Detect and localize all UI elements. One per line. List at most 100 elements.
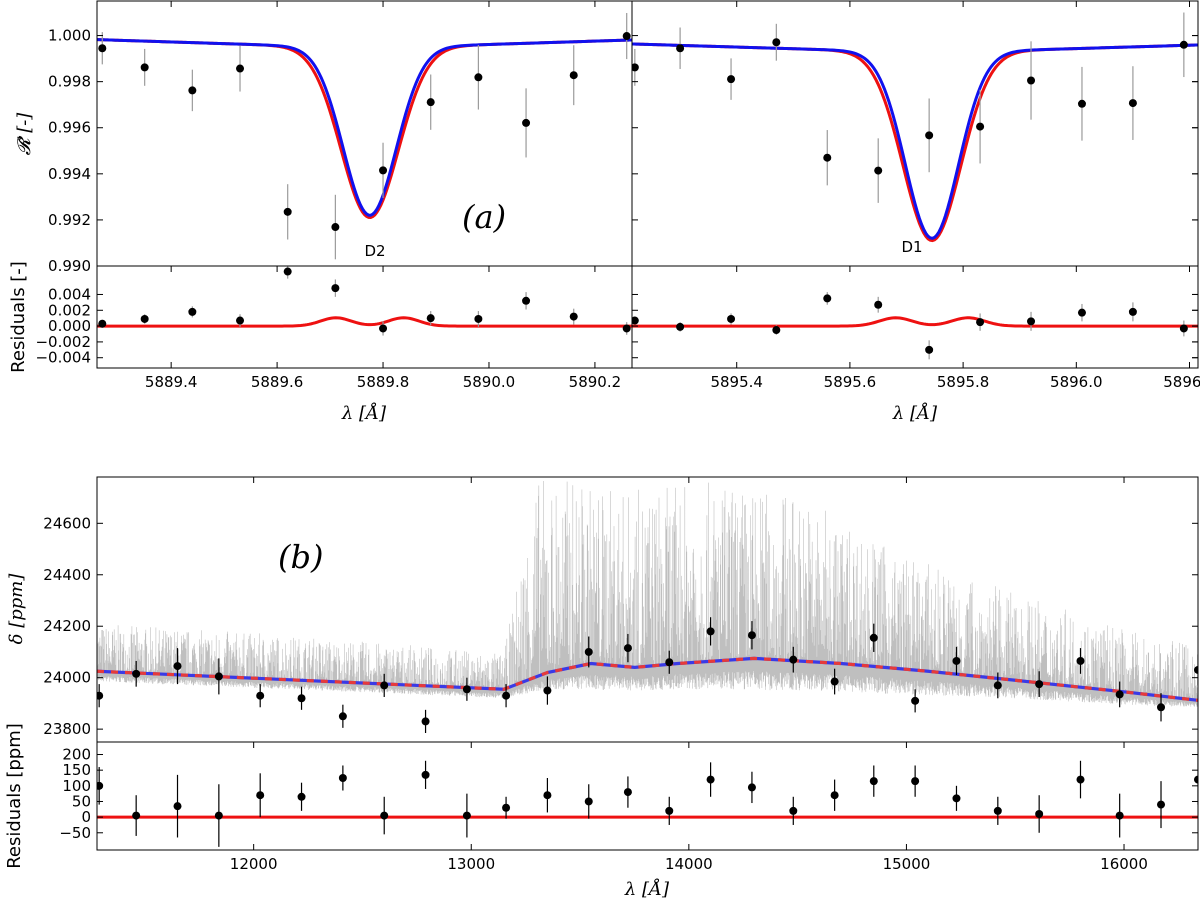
residual-point xyxy=(1035,810,1044,818)
res-y-tick-label: 50 xyxy=(72,792,91,810)
panel-a-right-xlabel: λ [Å] xyxy=(892,402,938,424)
transit-depth-point xyxy=(1115,690,1124,699)
transit-depth-point xyxy=(706,627,715,636)
transit-depth-point xyxy=(173,662,182,671)
model-blue-curve xyxy=(632,42,1198,240)
transmission-point xyxy=(140,63,149,72)
transit-depth-point xyxy=(1076,656,1085,665)
panel-a-right-frame xyxy=(631,0,1199,369)
residual-point xyxy=(214,811,223,820)
residual-point xyxy=(1179,324,1188,333)
transit-depth-point xyxy=(911,696,920,705)
residual-point xyxy=(338,774,347,782)
residual-point xyxy=(426,314,435,323)
transit-depth-point xyxy=(789,655,798,664)
transit-depth-point xyxy=(421,717,430,726)
transit-depth-point xyxy=(665,658,674,667)
x-tick-label: 12000 xyxy=(230,855,278,873)
transmission-point xyxy=(622,32,631,41)
transmission-point xyxy=(874,166,883,175)
panel-a-left-frame xyxy=(96,0,633,369)
transmission-point xyxy=(676,44,685,53)
residual-point xyxy=(522,296,531,305)
res-y-tick-label: −50 xyxy=(59,824,91,842)
panel-a-res-ylabel: Residuals [-] xyxy=(8,261,29,373)
residual-point xyxy=(173,802,182,811)
transmission-point xyxy=(976,122,985,131)
transmission-point xyxy=(331,223,340,232)
residual-point xyxy=(993,806,1002,815)
residual-point xyxy=(1076,775,1085,784)
residual-point xyxy=(1027,317,1036,326)
res-y-tick-label: 0.004 xyxy=(48,285,91,303)
residual-point xyxy=(462,811,471,820)
transit-depth-point xyxy=(543,686,552,695)
panel-a-ylabel: 𝓡̃ [-] xyxy=(14,112,35,156)
res-y-tick-label: 100 xyxy=(62,777,91,795)
panel-a: 5889.4 5889.6 5889.8 5890.0 5890.2 0.990 0.992… xyxy=(8,0,1200,424)
panel-a-left-xlabel: λ [Å] xyxy=(341,402,387,424)
panel-b-tag: (b) xyxy=(278,538,323,576)
transit-depth-point xyxy=(297,694,306,703)
residual-model-curve xyxy=(632,316,1198,328)
transit-depth-point xyxy=(869,633,878,642)
panel-b-res-ylabel: Residuals [ppm] xyxy=(4,723,25,869)
panel-b-ylabel: δ [ppm] xyxy=(6,573,27,645)
residual-point xyxy=(789,806,798,815)
x-tick-label: 5889.6 xyxy=(251,373,304,391)
x-tick-label: 5895.8 xyxy=(937,373,990,391)
transit-depth-point xyxy=(1035,680,1044,689)
annotation-d1: D1 xyxy=(901,238,922,256)
transmission-point xyxy=(727,75,736,84)
residual-point xyxy=(297,792,306,801)
residual-point xyxy=(874,300,883,309)
transit-depth-point xyxy=(256,691,265,700)
model-red-curve xyxy=(632,42,1198,243)
transmission-point xyxy=(925,131,934,140)
transmission-point xyxy=(379,166,388,175)
panel-a-right-residuals xyxy=(632,292,1198,360)
y-tick-label: 0.992 xyxy=(48,211,91,229)
x-tick-label: 5890.0 xyxy=(463,373,516,391)
x-tick-label: 16000 xyxy=(1100,855,1148,873)
model-blue-curve xyxy=(97,38,632,217)
panel-a-left-main xyxy=(97,12,632,260)
transit-depth-point xyxy=(993,681,1002,690)
transmission-point xyxy=(236,64,245,73)
transit-depth-point xyxy=(380,681,389,690)
model-red-curve xyxy=(97,38,632,220)
residual-point xyxy=(976,318,985,327)
transit-depth-point xyxy=(132,669,141,678)
residual-point xyxy=(869,777,878,786)
transit-depth-point xyxy=(502,691,511,700)
residual-point xyxy=(823,294,832,303)
residual-point xyxy=(747,783,756,792)
transit-depth-point xyxy=(584,647,593,656)
panel-a-tag: (a) xyxy=(462,198,506,236)
residual-point xyxy=(1077,308,1086,317)
residual-point xyxy=(140,314,149,323)
res-y-tick-label: 0 xyxy=(81,808,91,826)
transmission-point xyxy=(426,98,435,107)
transit-depth-point xyxy=(952,656,961,665)
transit-depth-point xyxy=(1194,665,1198,674)
transit-depth-point xyxy=(830,677,839,686)
model-spread xyxy=(97,481,1198,707)
residual-point xyxy=(911,777,920,786)
res-y-tick-label: 0.002 xyxy=(48,301,91,319)
transmission-point xyxy=(522,118,531,127)
res-y-tick-label: −0.002 xyxy=(35,333,91,351)
y-tick-label: 0.998 xyxy=(48,73,91,91)
transmission-point xyxy=(1128,99,1137,108)
x-tick-label: 15000 xyxy=(883,855,931,873)
transmission-point xyxy=(632,63,639,72)
residual-point xyxy=(772,326,781,335)
residual-point xyxy=(283,267,292,276)
x-tick-label: 14000 xyxy=(665,855,713,873)
y-tick-label: 24600 xyxy=(43,514,91,532)
residual-point xyxy=(623,788,632,797)
res-y-tick-label: 200 xyxy=(62,746,91,764)
residual-point xyxy=(622,324,631,333)
residual-point xyxy=(569,312,578,321)
